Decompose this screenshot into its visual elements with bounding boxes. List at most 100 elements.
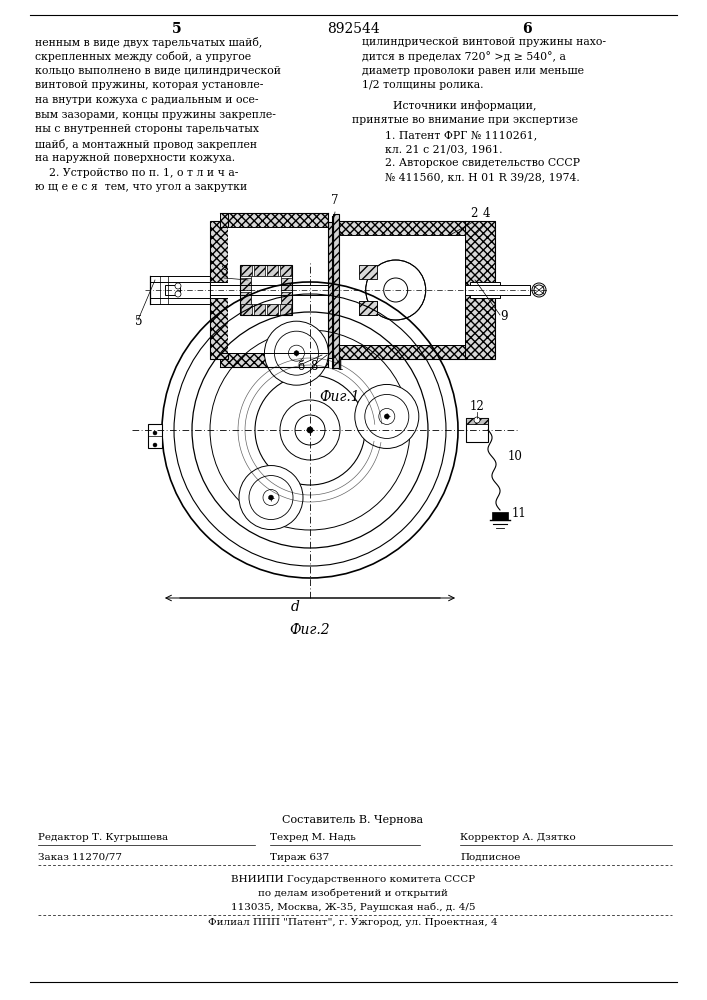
Text: Составитель В. Чернова: Составитель В. Чернова: [282, 815, 423, 825]
Text: 1/2 толщины ролика.: 1/2 толщины ролика.: [362, 81, 484, 91]
Bar: [465, 285, 530, 295]
Bar: [240, 278, 251, 290]
Text: на наружной поверхности кожуха.: на наружной поверхности кожуха.: [35, 153, 235, 163]
Text: Заказ 11270/77: Заказ 11270/77: [38, 853, 122, 862]
Text: № 411560, кл. Н 01 R 39/28, 1974.: № 411560, кл. Н 01 R 39/28, 1974.: [385, 172, 580, 182]
Text: Редактор Т. Кугрышева: Редактор Т. Кугрышева: [38, 833, 168, 842]
Circle shape: [307, 427, 313, 433]
Bar: [281, 292, 292, 304]
Bar: [267, 304, 278, 315]
Bar: [280, 265, 291, 276]
Circle shape: [153, 443, 157, 447]
Circle shape: [249, 476, 293, 520]
Text: Техред М. Надь: Техред М. Надь: [270, 833, 356, 842]
Circle shape: [274, 331, 318, 375]
Bar: [465, 221, 495, 359]
Bar: [254, 265, 265, 276]
Text: по делам изобретений и открытий: по делам изобретений и открытий: [258, 889, 448, 898]
Text: дится в пределах 720° >д ≥ 540°, а: дится в пределах 720° >д ≥ 540°, а: [362, 51, 566, 62]
Text: диаметр проволоки равен или меньше: диаметр проволоки равен или меньше: [362, 66, 584, 76]
Bar: [466, 418, 488, 442]
Bar: [281, 278, 292, 290]
Text: ВНИИПИ Государственного комитета СССР: ВНИИПИ Государственного комитета СССР: [231, 875, 475, 884]
Bar: [228, 227, 328, 353]
Bar: [165, 285, 180, 295]
Bar: [241, 304, 252, 315]
Text: Фиг.1: Фиг.1: [320, 390, 361, 404]
Circle shape: [264, 321, 329, 385]
Text: 8: 8: [310, 360, 317, 373]
Circle shape: [379, 408, 395, 424]
Text: 6: 6: [522, 22, 532, 36]
Circle shape: [288, 345, 305, 361]
Text: кольцо выполнено в виде цилиндрической: кольцо выполнено в виде цилиндрической: [35, 66, 281, 76]
Text: Тираж 637: Тираж 637: [270, 853, 329, 862]
Text: кл. 21 с 21/03, 1961.: кл. 21 с 21/03, 1961.: [385, 144, 503, 154]
Circle shape: [294, 351, 299, 356]
Circle shape: [365, 394, 409, 438]
Bar: [339, 221, 465, 235]
Bar: [280, 304, 291, 315]
Text: шайб, а монтажный провод закреплен: шайб, а монтажный провод закреплен: [35, 138, 257, 149]
Text: Фиг.2: Фиг.2: [290, 623, 330, 637]
Text: Подписное: Подписное: [460, 853, 520, 862]
Bar: [328, 222, 333, 358]
Text: Источники информации,: Источники информации,: [393, 100, 537, 111]
Bar: [359, 301, 377, 315]
Circle shape: [384, 278, 408, 302]
Bar: [240, 265, 292, 315]
Text: скрепленных между собой, а упругое: скрепленных между собой, а упругое: [35, 51, 251, 62]
Bar: [254, 304, 265, 315]
Circle shape: [153, 431, 157, 435]
Bar: [220, 353, 328, 367]
Text: 1: 1: [337, 360, 344, 373]
Text: ненным в виде двух тарельчатых шайб,: ненным в виде двух тарельчатых шайб,: [35, 37, 262, 48]
Bar: [220, 213, 328, 227]
Text: 5: 5: [135, 315, 143, 328]
Text: Филиал ППП "Патент", г. Ужгород, ул. Проектная, 4: Филиал ППП "Патент", г. Ужгород, ул. Про…: [208, 918, 498, 927]
Text: 10: 10: [508, 450, 523, 463]
Circle shape: [263, 490, 279, 506]
Circle shape: [175, 283, 181, 289]
Bar: [220, 213, 228, 227]
Text: 9: 9: [500, 310, 508, 323]
Circle shape: [355, 384, 419, 448]
Text: на внутри кожуха с радиальным и осе-: на внутри кожуха с радиальным и осе-: [35, 95, 259, 105]
Circle shape: [385, 414, 390, 419]
Circle shape: [474, 417, 480, 423]
Circle shape: [269, 495, 274, 500]
Text: 892544: 892544: [327, 22, 380, 36]
Circle shape: [534, 285, 544, 295]
Circle shape: [366, 260, 426, 320]
Text: 2: 2: [470, 207, 477, 220]
Circle shape: [175, 291, 181, 297]
Bar: [333, 214, 339, 368]
Circle shape: [239, 466, 303, 530]
Text: цилиндрической винтовой пружины нахо-: цилиндрической винтовой пружины нахо-: [362, 37, 606, 47]
Text: принятые во внимание при экспертизе: принятые во внимание при экспертизе: [352, 115, 578, 125]
Bar: [359, 265, 377, 279]
Bar: [241, 265, 252, 276]
Text: 2. Устройство по п. 1, о т л и ч а-: 2. Устройство по п. 1, о т л и ч а-: [35, 167, 238, 178]
Text: вым зазорами, концы пружины закрепле-: вым зазорами, концы пружины закрепле-: [35, 109, 276, 119]
Circle shape: [532, 283, 546, 297]
Bar: [240, 292, 251, 304]
Text: винтовой пружины, которая установле-: винтовой пружины, которая установле-: [35, 81, 264, 91]
Bar: [470, 282, 500, 298]
Text: 11: 11: [512, 507, 527, 520]
Text: 7: 7: [332, 194, 339, 207]
Bar: [492, 512, 508, 520]
Text: 5: 5: [173, 22, 182, 36]
Bar: [359, 301, 377, 315]
Text: ны с внутренней стороны тарельчатых: ны с внутренней стороны тарельчатых: [35, 124, 259, 134]
Bar: [366, 260, 426, 320]
Text: Корректор А. Дзятко: Корректор А. Дзятко: [460, 833, 575, 842]
Text: 2. Авторское свидетельство СССР: 2. Авторское свидетельство СССР: [385, 158, 580, 168]
Text: 3: 3: [220, 265, 228, 278]
Text: б: б: [297, 360, 304, 373]
Bar: [210, 282, 228, 298]
Text: 12: 12: [469, 400, 484, 413]
Bar: [210, 221, 228, 359]
Bar: [148, 424, 162, 448]
Bar: [339, 345, 465, 359]
